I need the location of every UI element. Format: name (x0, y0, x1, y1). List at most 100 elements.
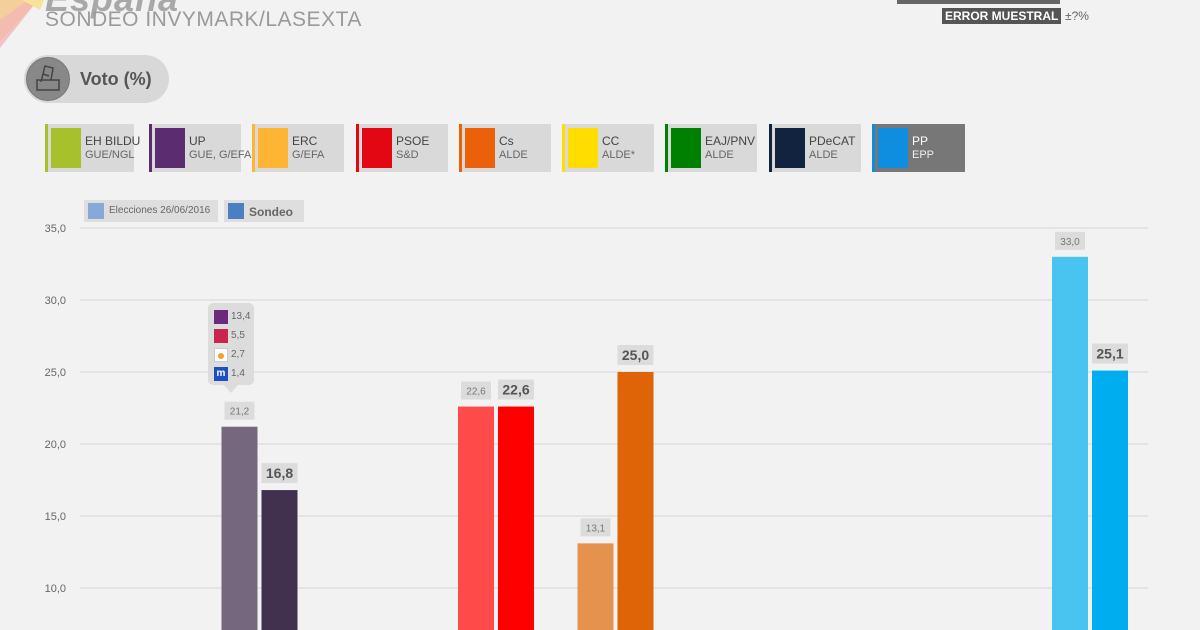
y-tick-label: 35,0 (45, 223, 66, 235)
bar-poll-cs (617, 372, 654, 630)
party-card-psoe[interactable]: PSOE S&D (356, 124, 448, 172)
party-card-up[interactable]: UP GUE, G/EFA (149, 124, 251, 172)
up-heart-logo-icon (155, 128, 185, 168)
party-card-eaj-pnv[interactable]: EAJ/PNV ALDE (665, 124, 757, 172)
bar-poll-psoe (498, 406, 534, 630)
data-label-background (1055, 231, 1085, 250)
party-color-strip (252, 124, 255, 172)
party-group: EPP (912, 149, 935, 161)
party-group: ALDE (809, 149, 838, 161)
psoe-fist-rose-logo-icon (362, 128, 392, 168)
y-tick-label: 25,0 (45, 367, 66, 379)
page-title: España (45, 0, 179, 20)
bar-poll-up (261, 490, 298, 630)
tooltip-value: 2,7 (231, 349, 245, 360)
party-card-pdecat[interactable]: PDeCAT ALDE (769, 124, 861, 172)
party-card-cc[interactable]: CC ALDE* (562, 124, 654, 172)
y-tick-label: 30,0 (45, 295, 66, 307)
legend-item-poll: Sondeo (224, 200, 304, 222)
tooltip-row: 13,4 (214, 309, 254, 325)
vote-section-button[interactable]: Voto (%) (24, 55, 169, 103)
party-group: ALDE (499, 149, 528, 161)
party-color-strip (562, 124, 565, 172)
ballot-box-icon (26, 57, 70, 101)
legend-label-poll: Sondeo (249, 205, 293, 219)
party-card-erc[interactable]: ERC G/EFA (252, 124, 344, 172)
top-bar (897, 0, 1060, 4)
data-label-background (261, 463, 298, 484)
page-subtitle: SONDEO INVYMARK/LASEXTA (45, 8, 362, 31)
tooltip-value: 13,4 (231, 311, 251, 322)
party-name: EH BILDU (85, 134, 141, 148)
vote-section-label: Voto (%) (80, 69, 152, 89)
data-label: 16,8 (266, 465, 293, 481)
party-card-cs[interactable]: Cs ALDE (459, 124, 551, 172)
data-label: 25,0 (622, 347, 649, 363)
tooltip-row: m 1,4 (214, 366, 254, 382)
bar-elections-psoe (458, 406, 494, 630)
eh-bildu-logo-icon (51, 128, 81, 168)
data-label-background (498, 379, 534, 400)
party-group: ALDE (705, 149, 734, 161)
party-group: GUE, G/EFA (189, 149, 252, 161)
party-color-strip (872, 124, 875, 172)
data-label: 22,6 (466, 387, 486, 398)
party-group: G/EFA (292, 149, 325, 161)
en-comu-logo-icon (214, 329, 228, 343)
bar-elections-cs (577, 543, 614, 630)
data-label-background (1092, 343, 1128, 364)
podemos-logo-icon (214, 310, 228, 324)
party-group: S&D (396, 149, 419, 161)
party-color-strip (45, 124, 48, 172)
en-marea-logo-icon: m (214, 367, 228, 381)
party-color-strip (356, 124, 359, 172)
party-card-eh-bildu[interactable]: EH BILDU GUE/NGL (45, 124, 140, 172)
party-name: PDeCAT (809, 134, 856, 148)
party-name: PSOE (396, 134, 430, 148)
tooltip-value: 5,5 (231, 330, 245, 341)
party-name: ERC (292, 134, 318, 148)
party-name: Cs (499, 134, 514, 148)
party-name: CC (602, 134, 620, 148)
party-name: PP (912, 134, 929, 148)
data-label: 21,2 (230, 407, 250, 418)
party-card-pp[interactable]: PP EPP (872, 124, 965, 172)
cc-logo-icon (568, 128, 598, 168)
data-label-background (224, 401, 255, 420)
error-label: ERROR MUESTRAL (942, 8, 1062, 24)
party-name: UP (189, 134, 206, 148)
cs-logo-icon (465, 128, 495, 168)
tooltip-arrow (224, 385, 238, 393)
eaj-pnv-logo-icon (671, 128, 701, 168)
data-label: 22,6 (502, 382, 529, 398)
error-value: ±?% (1065, 9, 1089, 23)
data-label-background (461, 381, 491, 400)
tooltip-value: 1,4 (231, 368, 245, 379)
compromis-logo-icon (214, 348, 228, 362)
data-label: 13,1 (586, 523, 606, 534)
legend-item-elections: Elecciones 26/06/2016 (84, 200, 218, 222)
data-label: 25,1 (1096, 346, 1123, 362)
party-color-strip (665, 124, 668, 172)
bar-poll-pp (1092, 370, 1128, 630)
data-label-background (617, 345, 654, 365)
party-group: ALDE* (602, 149, 636, 161)
bar-elections-pp (1052, 256, 1088, 630)
party-color-strip (149, 124, 152, 172)
party-group: GUE/NGL (85, 149, 135, 161)
legend-swatch-poll (228, 203, 244, 219)
legend-label-elections: Elecciones 26/06/2016 (109, 205, 211, 216)
y-tick-label: 20,0 (45, 439, 66, 451)
party-color-strip (459, 124, 462, 172)
party-color-strip (769, 124, 772, 172)
pp-logo-icon (878, 128, 908, 168)
data-label: 33,0 (1060, 237, 1080, 248)
up-breakdown-tooltip: 13,4 5,5 2,7 m 1,4 (208, 303, 254, 385)
tooltip-row: 5,5 (214, 328, 254, 344)
data-label-background (580, 518, 611, 537)
y-tick-label: 15,0 (45, 511, 66, 523)
erc-logo-icon (258, 128, 288, 168)
party-name: EAJ/PNV (705, 134, 756, 148)
bar-elections-up (221, 426, 258, 630)
legend-swatch-elections (88, 203, 104, 219)
